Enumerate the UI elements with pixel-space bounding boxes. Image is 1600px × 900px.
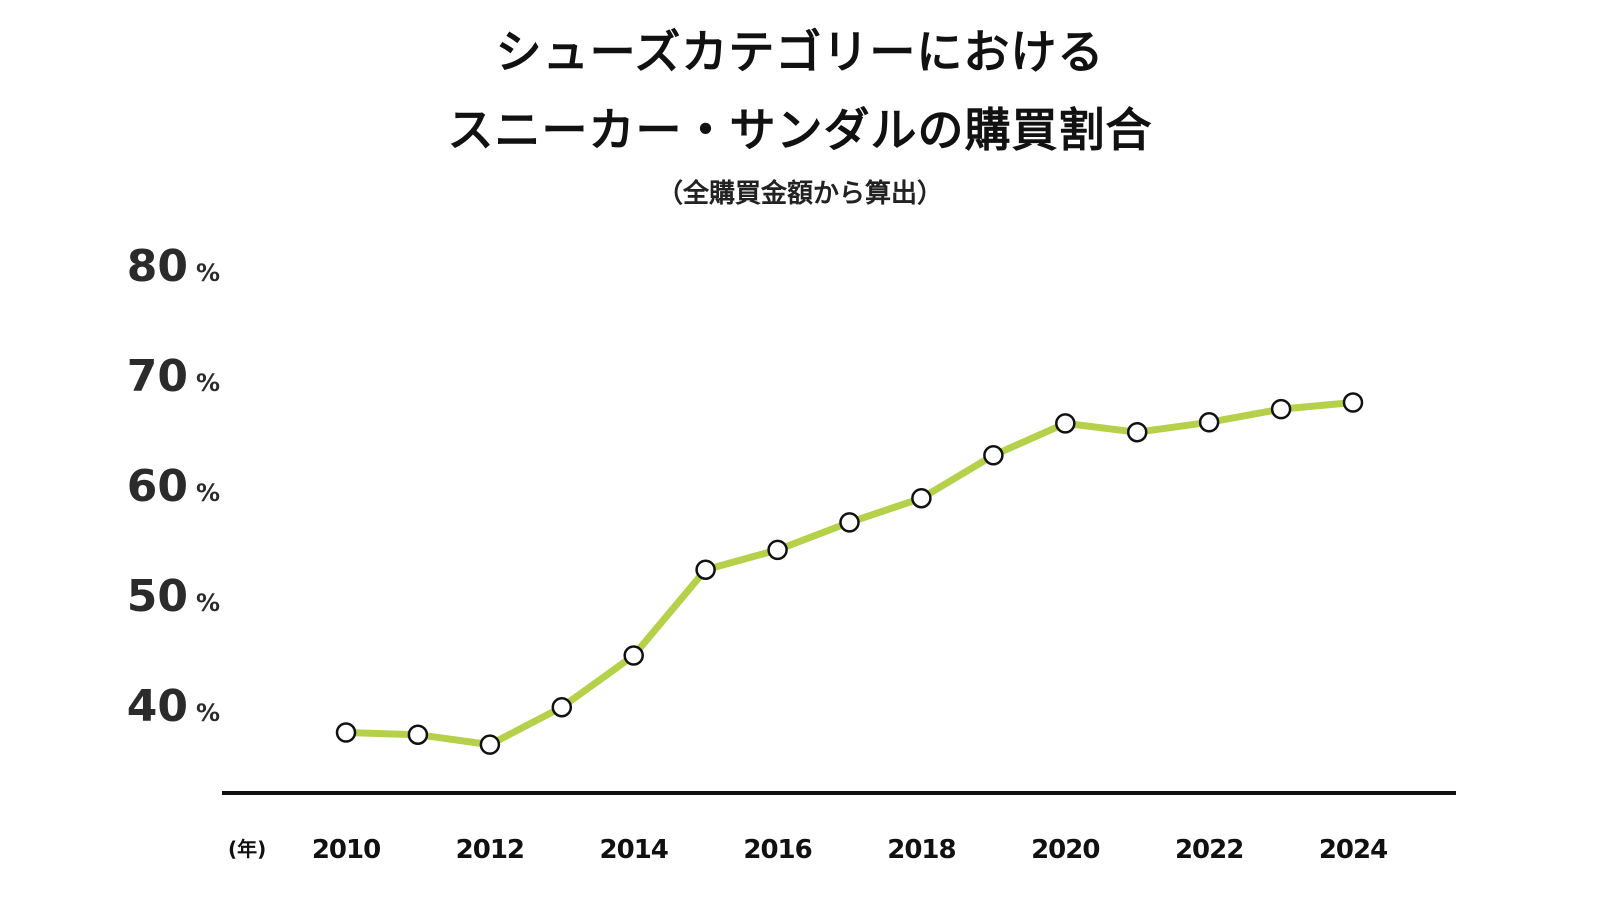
y-tick-unit: % — [196, 589, 220, 617]
data-point-marker — [695, 559, 716, 580]
y-tick-unit: % — [196, 479, 220, 507]
data-point-marker — [1126, 421, 1148, 443]
x-axis-labels: (年) 2010 2012 2014 2016 2018 2020 2022 2024 — [228, 835, 1388, 865]
data-point-marker — [767, 539, 788, 561]
chart-title-line1: シューズカテゴリーにおける — [495, 25, 1105, 79]
y-tick-unit: % — [196, 259, 220, 287]
data-point-marker — [839, 512, 860, 533]
data-point-marker — [1055, 413, 1076, 434]
x-axis-unit-label: (年) — [228, 837, 266, 861]
y-tick-label: 50 — [127, 571, 188, 622]
x-tick-label: 2020 — [1031, 835, 1099, 865]
x-tick-label: 2024 — [1319, 835, 1387, 865]
y-tick-label: 60 — [127, 461, 188, 512]
chart-subtitle: （全購買金額から算出） — [656, 179, 943, 209]
data-point-marker — [623, 645, 644, 666]
data-point-marker — [911, 487, 932, 509]
y-tick-label: 70 — [127, 351, 188, 402]
y-tick-unit: % — [196, 369, 220, 397]
x-tick-label: 2012 — [456, 835, 524, 865]
data-point-marker — [983, 445, 1004, 466]
x-tick-label: 2014 — [600, 835, 668, 865]
data-point-marker — [479, 734, 501, 755]
data-point-marker — [407, 724, 429, 745]
x-tick-label: 2022 — [1175, 835, 1243, 865]
x-tick-label: 2016 — [743, 835, 811, 865]
x-tick-label: 2018 — [887, 835, 955, 865]
series-line — [342, 399, 1357, 749]
y-tick-unit: % — [196, 699, 220, 727]
x-tick-label: 2010 — [312, 835, 380, 865]
data-point-marker — [1342, 392, 1364, 413]
y-axis-labels: 80 % 70 % 60 % 50 % 40% — [127, 241, 220, 732]
series-markers — [335, 392, 1364, 755]
data-point-marker — [551, 696, 573, 718]
y-tick-label: 40 — [127, 681, 188, 732]
data-point-marker — [1270, 398, 1292, 420]
data-point-marker — [335, 722, 357, 743]
data-point-marker — [1198, 412, 1220, 433]
chart-title-line2: スニーカー・サンダルの購買割合 — [447, 103, 1153, 157]
y-tick-label: 80 — [127, 241, 188, 292]
